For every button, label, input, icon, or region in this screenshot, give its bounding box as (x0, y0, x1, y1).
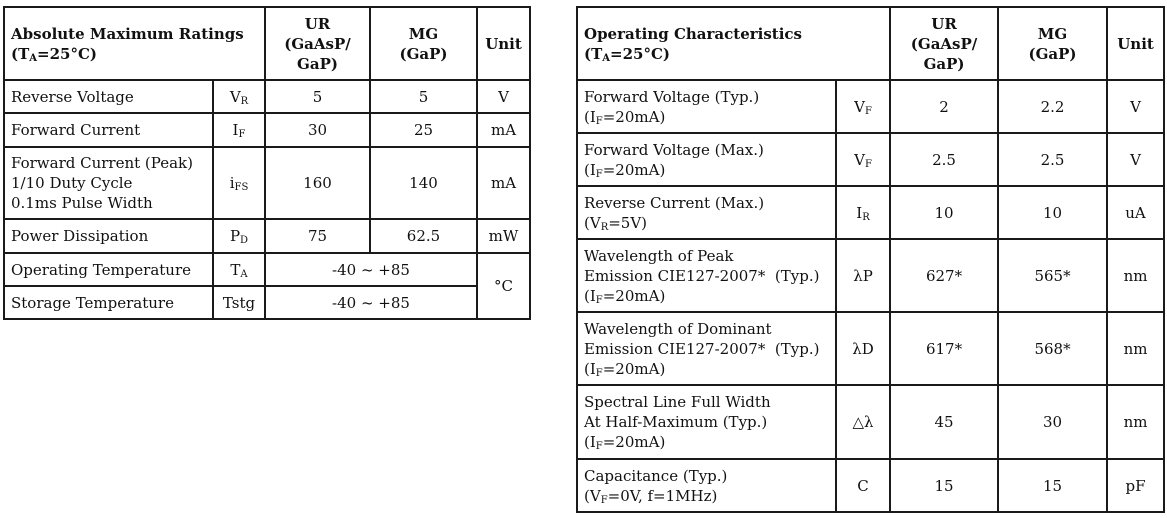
column-header-ur: UR (GaAsP/ GaP) (889, 6, 1000, 81)
unit-cell: V (1106, 132, 1166, 187)
parameter-cell: Reverse Voltage (3, 79, 214, 114)
symbol-cell: △λ (834, 384, 892, 460)
parameter-cell: Storage Temperature (3, 285, 214, 320)
symbol-cell: iFS (212, 146, 266, 220)
table-title: Operating Characteristics (584, 24, 803, 43)
table-row: Forward Voltage (Max.) (IF=20mA) VF 2.5 … (576, 132, 1166, 187)
symbol-cell: VR (212, 79, 266, 114)
symbol-cell: TA (212, 252, 266, 287)
mg-value-cell: 565* (997, 238, 1109, 313)
unit-cell: nm (1106, 384, 1166, 460)
table-row: Reverse Current (Max.) (VR=5V) IR 10 10 … (576, 185, 1166, 240)
ur-value-cell: 10 (889, 185, 1000, 240)
column-header-mg: MG (GaP) (997, 6, 1109, 81)
mg-value-cell: 2.2 (997, 79, 1109, 134)
ur-value-cell: 2.5 (889, 132, 1000, 187)
parameter-cell: Wavelength of Peak Emission CIE127-2007*… (576, 238, 837, 313)
symbol-cell: PD (212, 218, 266, 254)
table-title-cell: Operating Characteristics (TA=25°C) (575, 6, 892, 81)
range-value-cell: -40 ~ +85 (264, 252, 478, 287)
header-row: Operating Characteristics (TA=25°C) UR (… (575, 6, 1166, 81)
symbol-cell: λD (834, 311, 892, 386)
mg-value-cell: 2.5 (997, 132, 1109, 187)
unit-cell: uA (1106, 185, 1166, 240)
table-condition: (TA=25°C) (11, 44, 98, 64)
table-title-cell: Absolute Maximum Ratings (TA=25°C) (3, 6, 266, 81)
symbol-cell: IF (212, 112, 266, 148)
symbol-cell: C (834, 458, 892, 513)
column-header-unit: Unit (1106, 6, 1166, 81)
unit-cell: V (1106, 79, 1166, 134)
table-row: Power Dissipation PD 75 62.5 mW (3, 218, 531, 254)
absolute-maximum-ratings-table: Absolute Maximum Ratings (TA=25°C) UR (G… (3, 6, 531, 320)
column-header-ur: UR (GaAsP/ GaP) (264, 6, 371, 81)
table-row: Operating Temperature TA -40 ~ +85 °C (3, 252, 531, 320)
symbol-cell: λP (834, 238, 892, 313)
parameter-cell: Forward Voltage (Max.) (IF=20mA) (576, 132, 837, 187)
parameter-cell: Power Dissipation (3, 218, 214, 254)
ur-value-cell: 160 (264, 146, 371, 220)
operating-characteristics-table: Operating Characteristics (TA=25°C) UR (… (575, 6, 1166, 513)
unit-cell: mW (476, 218, 531, 254)
unit-cell: nm (1106, 311, 1166, 386)
table-row: Storage Temperature Tstg -40 ~ +85 (3, 285, 530, 320)
range-value-cell: -40 ~ +85 (264, 285, 478, 320)
parameter-cell: Forward Current (Peak) 1/10 Duty Cycle 0… (3, 146, 214, 220)
table-title: Absolute Maximum Ratings (11, 24, 244, 43)
mg-value-cell: 30 (997, 384, 1109, 460)
ur-value-cell: 15 (889, 458, 1000, 513)
mg-value-cell: 25 (369, 112, 478, 148)
ur-value-cell: 5 (264, 79, 371, 114)
mg-value-cell: 10 (997, 185, 1109, 240)
symbol-cell: VF (834, 79, 892, 134)
table-row: Forward Current (Peak) 1/10 Duty Cycle 0… (3, 146, 531, 220)
symbol-cell: VF (834, 132, 892, 187)
column-header-mg: MG (GaP) (369, 6, 478, 81)
column-header-unit: Unit (476, 6, 531, 81)
symbol-cell: IR (834, 185, 892, 240)
parameter-cell: Reverse Current (Max.) (VR=5V) (576, 185, 837, 240)
ur-value-cell: 75 (264, 218, 371, 254)
mg-value-cell: 568* (997, 311, 1109, 386)
parameter-cell: Forward Voltage (Typ.) (IF=20mA) (576, 79, 837, 134)
header-row: Absolute Maximum Ratings (TA=25°C) UR (G… (3, 6, 531, 81)
ur-value-cell: 617* (889, 311, 1000, 386)
table-row: Wavelength of Peak Emission CIE127-2007*… (576, 238, 1166, 313)
symbol-cell: Tstg (212, 285, 266, 320)
ur-value-cell: 2 (889, 79, 1000, 134)
mg-value-cell: 140 (369, 146, 478, 220)
table-row: Wavelength of Dominant Emission CIE127-2… (576, 311, 1166, 386)
unit-cell: pF (1106, 458, 1166, 513)
ur-value-cell: 627* (889, 238, 1000, 313)
parameter-cell: Forward Current (3, 112, 214, 148)
parameter-cell: Spectral Line Full Width At Half-Maximum… (576, 384, 837, 460)
table-row: Forward Current IF 30 25 mA (3, 112, 531, 148)
unit-cell: °C (476, 252, 531, 320)
table-row: Capacitance (Typ.) (VF=0V, f=1MHz) C 15 … (576, 458, 1166, 513)
parameter-cell: Capacitance (Typ.) (VF=0V, f=1MHz) (576, 458, 837, 513)
parameter-cell: Wavelength of Dominant Emission CIE127-2… (576, 311, 837, 386)
mg-value-cell: 5 (369, 79, 478, 114)
mg-value-cell: 15 (997, 458, 1109, 513)
ur-value-cell: 45 (889, 384, 1000, 460)
mg-value-cell: 62.5 (369, 218, 478, 254)
table-row: Forward Voltage (Typ.) (IF=20mA) VF 2 2.… (576, 79, 1166, 134)
unit-cell: mA (476, 112, 531, 148)
table-row: Reverse Voltage VR 5 5 V (3, 79, 531, 114)
unit-cell: mA (476, 146, 531, 220)
unit-cell: nm (1106, 238, 1166, 313)
table-row: Spectral Line Full Width At Half-Maximum… (576, 384, 1166, 460)
table-condition: (TA=25°C) (584, 44, 671, 64)
ur-value-cell: 30 (264, 112, 371, 148)
parameter-cell: Operating Temperature (3, 252, 214, 287)
unit-cell: V (476, 79, 531, 114)
